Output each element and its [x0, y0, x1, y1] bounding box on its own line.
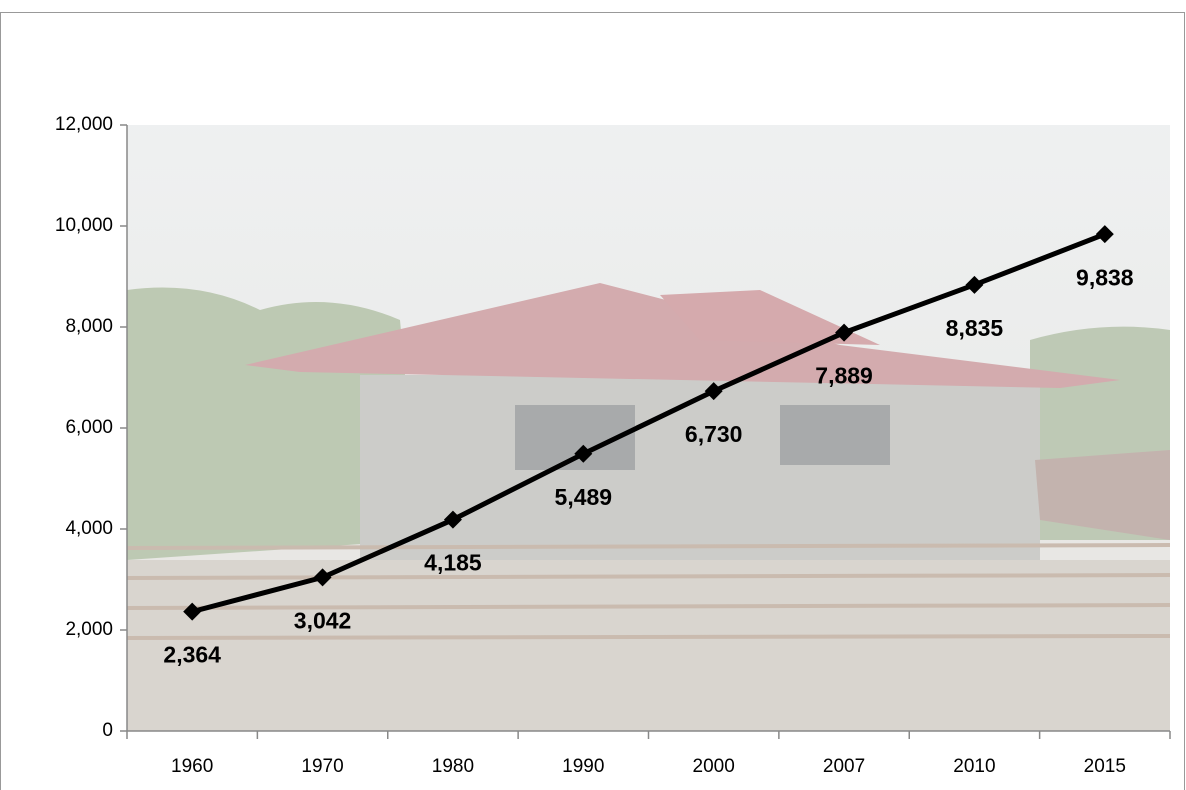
marker: [835, 323, 854, 342]
x-tick-label: 2007: [823, 756, 865, 777]
marker: [574, 444, 593, 463]
value-label: 6,730: [685, 421, 743, 447]
y-tick-label: 2,000: [65, 619, 113, 640]
y-tick-label: 6,000: [65, 417, 113, 438]
x-tick-label: 2000: [693, 756, 735, 777]
value-label: 5,489: [555, 484, 613, 510]
marker: [313, 568, 332, 587]
value-label: 7,889: [815, 363, 873, 389]
line: [191, 231, 1106, 615]
chart-frame: [0, 12, 1185, 790]
x-tick-label: 1970: [301, 756, 343, 777]
marker: [704, 382, 723, 401]
x-tick-label: 1960: [171, 756, 213, 777]
x-tick-label: 2010: [953, 756, 995, 777]
value-label: 9,838: [1076, 264, 1134, 290]
y-tick-label: 12,000: [55, 114, 113, 135]
value-label: 8,835: [946, 315, 1004, 341]
y-tick-label: 0: [102, 720, 113, 741]
x-tick-label: 1990: [562, 756, 604, 777]
background-photo: [126, 125, 1171, 731]
value-label: 4,185: [424, 550, 482, 576]
marker: [443, 510, 462, 529]
x-tick-label: 1980: [432, 756, 474, 777]
y-tick-label: 10,000: [55, 215, 113, 236]
y-tick-label: 4,000: [65, 518, 113, 539]
y-tick-label: 8,000: [65, 316, 113, 337]
marker: [965, 275, 984, 294]
x-tick-label: 2015: [1084, 756, 1126, 777]
value-label: 3,042: [294, 607, 352, 633]
value-label: 2,364: [163, 642, 221, 668]
marker: [1095, 225, 1114, 244]
marker: [183, 602, 202, 621]
